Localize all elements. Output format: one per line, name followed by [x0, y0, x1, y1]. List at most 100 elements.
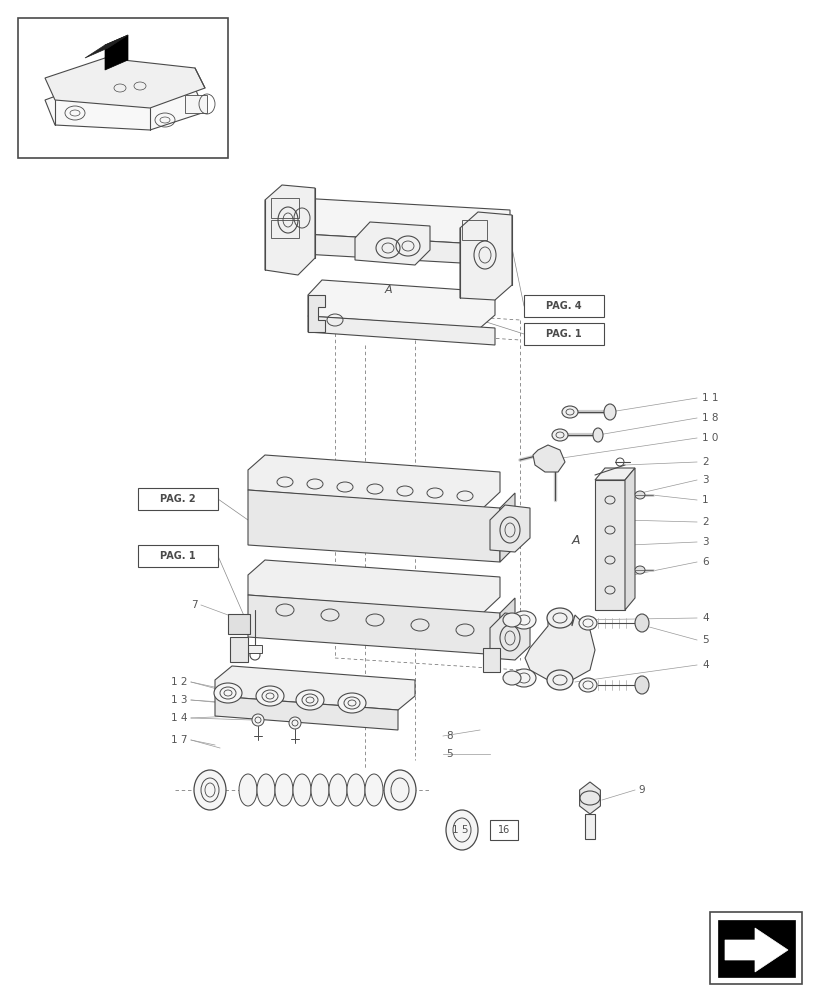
Bar [18, 18, 227, 158]
Polygon shape [268, 197, 509, 245]
Bar [490, 820, 518, 840]
Polygon shape [490, 505, 529, 552]
Polygon shape [500, 493, 514, 562]
Text: 6: 6 [701, 557, 708, 567]
Polygon shape [717, 920, 794, 977]
Ellipse shape [213, 683, 241, 703]
Bar [138, 488, 218, 510]
Ellipse shape [311, 774, 328, 806]
Polygon shape [595, 468, 634, 480]
Text: 4: 4 [701, 660, 708, 670]
Bar [461, 220, 486, 240]
Polygon shape [265, 185, 314, 275]
Polygon shape [500, 598, 514, 655]
Text: 1 0: 1 0 [701, 433, 718, 443]
Ellipse shape [578, 678, 596, 692]
Text: PAG. 4: PAG. 4 [546, 301, 581, 311]
Polygon shape [460, 212, 511, 300]
Polygon shape [355, 222, 429, 265]
Text: 1 3: 1 3 [171, 695, 188, 705]
Ellipse shape [328, 774, 347, 806]
Polygon shape [533, 445, 564, 472]
Text: PAG. 1: PAG. 1 [160, 551, 195, 561]
Polygon shape [45, 78, 205, 130]
Bar [709, 912, 801, 984]
Text: 9: 9 [638, 785, 644, 795]
Ellipse shape [502, 671, 520, 685]
Polygon shape [482, 648, 500, 672]
Polygon shape [490, 613, 529, 660]
Ellipse shape [502, 613, 520, 627]
Text: 1 8: 1 8 [701, 413, 718, 423]
Polygon shape [724, 928, 787, 972]
Polygon shape [595, 480, 624, 610]
Polygon shape [308, 280, 495, 328]
Ellipse shape [295, 690, 323, 710]
Text: 16: 16 [497, 825, 509, 835]
Text: 2: 2 [701, 517, 708, 527]
Bar [248, 645, 261, 653]
Ellipse shape [547, 670, 572, 690]
Ellipse shape [592, 428, 602, 442]
Bar [523, 323, 603, 345]
Polygon shape [308, 316, 495, 345]
Ellipse shape [634, 676, 648, 694]
Text: 1 1: 1 1 [701, 393, 718, 403]
Ellipse shape [293, 774, 311, 806]
Text: 1 7: 1 7 [171, 735, 188, 745]
Bar [270, 220, 299, 238]
Text: 1 2: 1 2 [171, 677, 188, 687]
Ellipse shape [547, 608, 572, 628]
Ellipse shape [578, 616, 596, 630]
Text: PAG. 1: PAG. 1 [546, 329, 581, 339]
Polygon shape [248, 595, 500, 655]
Ellipse shape [194, 770, 226, 810]
Text: 8: 8 [446, 731, 452, 741]
Polygon shape [215, 696, 398, 730]
Text: 7: 7 [191, 600, 198, 610]
Text: 3: 3 [701, 475, 708, 485]
Ellipse shape [256, 774, 275, 806]
Ellipse shape [634, 491, 644, 499]
Text: 1 5: 1 5 [452, 825, 468, 835]
Ellipse shape [603, 404, 615, 420]
Polygon shape [248, 455, 500, 508]
Ellipse shape [511, 669, 535, 687]
Ellipse shape [384, 770, 415, 810]
Ellipse shape [552, 429, 567, 441]
Ellipse shape [365, 774, 383, 806]
Bar [523, 295, 603, 317]
Polygon shape [497, 627, 519, 647]
Bar [585, 814, 595, 839]
Bar [270, 198, 299, 218]
Ellipse shape [446, 810, 477, 850]
Text: 1 4: 1 4 [171, 713, 188, 723]
Polygon shape [45, 58, 205, 108]
Text: 5: 5 [701, 635, 708, 645]
Ellipse shape [562, 406, 577, 418]
Polygon shape [230, 637, 248, 662]
Text: 3: 3 [701, 537, 708, 547]
Polygon shape [268, 232, 495, 265]
Text: 5: 5 [446, 749, 452, 759]
Polygon shape [579, 782, 600, 814]
Text: 2: 2 [701, 457, 708, 467]
Ellipse shape [256, 686, 284, 706]
Ellipse shape [511, 611, 535, 629]
Ellipse shape [239, 774, 256, 806]
Text: A: A [571, 534, 579, 546]
Ellipse shape [275, 774, 293, 806]
Polygon shape [624, 468, 634, 610]
Text: A: A [384, 285, 391, 295]
Polygon shape [215, 666, 414, 710]
Text: 1: 1 [701, 495, 708, 505]
Polygon shape [248, 490, 500, 562]
Text: 4: 4 [701, 613, 708, 623]
Polygon shape [105, 35, 128, 70]
Ellipse shape [634, 614, 648, 632]
Polygon shape [227, 614, 250, 634]
Ellipse shape [634, 566, 644, 574]
Polygon shape [85, 35, 128, 58]
Bar [184, 95, 207, 113]
Bar [138, 545, 218, 567]
